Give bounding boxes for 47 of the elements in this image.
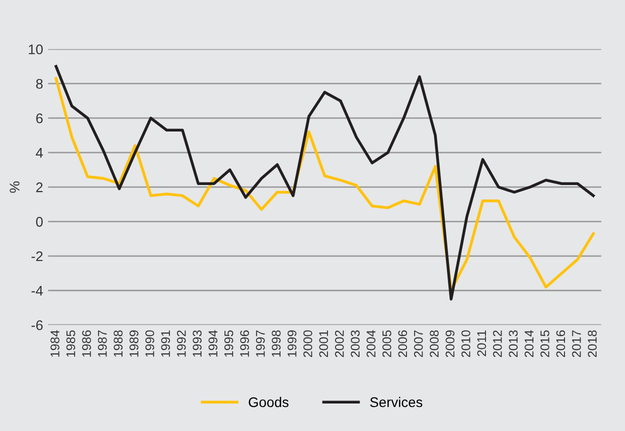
x-tick-label: 2014: [524, 330, 534, 358]
legend-label: Goods: [248, 396, 288, 408]
x-tick-label: 2015: [540, 330, 550, 358]
x-tick-label: 1995: [224, 330, 234, 357]
y-tick-label: -4: [32, 286, 43, 296]
y-tick-label: 0: [36, 216, 43, 227]
x-tick-label: 2010: [461, 330, 470, 358]
x-tick-label: 2001: [319, 330, 328, 358]
x-tick-label: 1996: [240, 330, 250, 357]
x-tick-label: 1991: [161, 330, 170, 357]
x-tick-label: 2017: [572, 330, 581, 358]
x-tick-label: 1989: [130, 330, 138, 357]
y-axis-title: %: [10, 181, 20, 193]
x-tick-label: 2013: [508, 330, 518, 358]
y-tick-label: 4: [36, 148, 43, 158]
legend-label: Services: [370, 396, 422, 408]
x-tick-label: 1998: [272, 330, 281, 357]
x-tick-label: 2016: [556, 330, 566, 358]
x-tick-label: 2004: [366, 330, 376, 358]
x-tick-label: 2007: [414, 330, 423, 358]
x-tick-label: 1985: [66, 330, 76, 357]
x-tick-label: 2008: [430, 330, 439, 358]
x-tick-label: 2009: [446, 330, 454, 358]
x-tick-label: 1988: [114, 330, 123, 357]
x-tick-label: 1997: [256, 330, 265, 357]
y-tick-label: 10: [28, 44, 43, 54]
x-tick-label: 1992: [176, 330, 186, 357]
x-tick-label: 2002: [334, 330, 344, 358]
x-tick-label: 1986: [82, 330, 91, 357]
y-tick-label: 2: [36, 182, 43, 192]
y-tick-label: 8: [36, 78, 43, 89]
x-tick-label: 2005: [382, 330, 392, 358]
x-tick-label: 1999: [288, 330, 296, 357]
x-tick-label: 2003: [350, 330, 360, 358]
x-tick-label: 1994: [208, 330, 218, 357]
x-tick-label: 1984: [50, 330, 60, 357]
x-tick-label: 2011: [477, 330, 486, 356]
x-tick-label: 2018: [588, 330, 597, 358]
x-tick-label: 1990: [145, 330, 154, 357]
y-tick-label: 6: [36, 113, 43, 124]
y-tick-label: -2: [32, 251, 43, 262]
x-tick-label: 2006: [398, 330, 408, 358]
x-tick-label: 2012: [493, 330, 502, 358]
y-tick-label: -6: [32, 320, 43, 330]
x-tick-label: 1993: [192, 330, 202, 357]
x-tick-label: 1987: [98, 330, 107, 357]
x-tick-label: 2000: [303, 330, 312, 358]
